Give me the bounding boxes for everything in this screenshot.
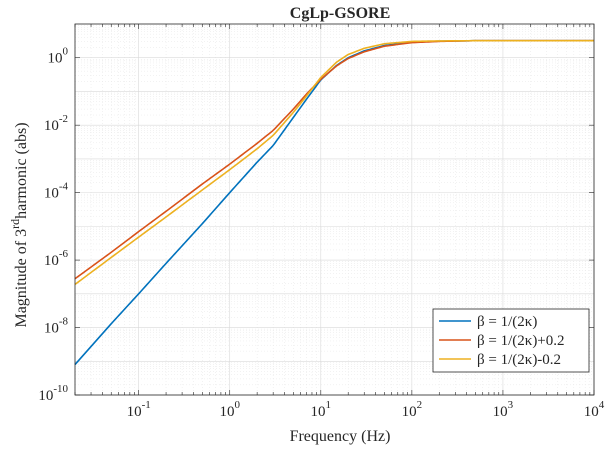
y-tick-label-base: 10	[38, 388, 53, 404]
y-tick-label-base: 10	[44, 321, 59, 337]
chart-title: CgLp-GSORE	[290, 5, 390, 22]
y-tick-label-base: 10	[44, 118, 59, 134]
y-tick-label-base: 10	[44, 186, 59, 202]
x-tick-label-base: 10	[584, 404, 599, 420]
y-tick-label: 10-8	[44, 316, 69, 337]
x-tick-label: 101	[311, 399, 332, 420]
y-tick-label: 10-4	[44, 181, 69, 202]
y-tick-label: 100	[48, 46, 69, 67]
x-tick-label-base: 10	[493, 404, 508, 420]
x-tick-label-exp: 1	[326, 399, 332, 411]
legend: β = 1/(2κ) β = 1/(2κ)+0.2 β = 1/(2κ)-0.2	[432, 308, 590, 373]
x-tick-label: 10-1	[127, 399, 151, 420]
y-axis-label-sup: rd	[8, 219, 22, 229]
y-tick-label: 10-2	[44, 113, 68, 134]
x-tick-label-base: 10	[402, 404, 417, 420]
y-tick-label-exp: -4	[59, 181, 69, 193]
y-tick-label: 10-10	[38, 383, 68, 404]
x-axis-label: Frequency (Hz)	[290, 428, 391, 445]
y-tick-label-base: 10	[44, 253, 59, 269]
y-tick-label-base: 10	[48, 51, 63, 67]
series-line-2	[74, 39, 594, 280]
series-layer	[74, 39, 594, 366]
x-tick-label-exp: -1	[142, 399, 151, 411]
y-tick-label: 10-6	[44, 248, 69, 269]
tick-label-layer: 10-1 100 101 102 103 10410-1010-810-610-410-2…	[38, 46, 604, 420]
x-tick-label-exp: 0	[234, 399, 240, 411]
tick-layer	[74, 24, 595, 396]
y-tick-label-exp: -6	[59, 248, 69, 260]
x-tick-label-base: 10	[219, 404, 234, 420]
x-tick-label-base: 10	[127, 404, 142, 420]
x-tick-label-exp: 4	[599, 399, 605, 411]
legend-entry-3: β = 1/(2κ)-0.2	[477, 352, 561, 368]
x-tick-label-exp: 2	[417, 399, 423, 411]
y-axis-label-pre: Magnitude of 3	[13, 229, 30, 328]
legend-entry-2: β = 1/(2κ)+0.2	[477, 333, 565, 349]
y-tick-label-exp: -8	[59, 316, 69, 328]
x-tick-label: 102	[402, 399, 423, 420]
x-tick-label-base: 10	[311, 404, 326, 420]
x-tick-label: 103	[493, 399, 514, 420]
x-tick-label-exp: 3	[508, 399, 514, 411]
y-tick-label-exp: -2	[59, 113, 68, 125]
legend-entry-1: β = 1/(2κ)	[477, 314, 537, 330]
plot-frame	[74, 23, 595, 396]
y-axis-label: Magnitude of 3rdharmonic (abs)	[8, 122, 30, 327]
y-tick-label-exp: -10	[53, 383, 68, 395]
y-axis-label-post: harmonic (abs)	[13, 122, 30, 218]
x-tick-label: 100	[219, 399, 240, 420]
series-line-3	[74, 39, 594, 286]
x-tick-label: 104	[584, 399, 605, 420]
y-tick-label-exp: 0	[63, 46, 69, 58]
